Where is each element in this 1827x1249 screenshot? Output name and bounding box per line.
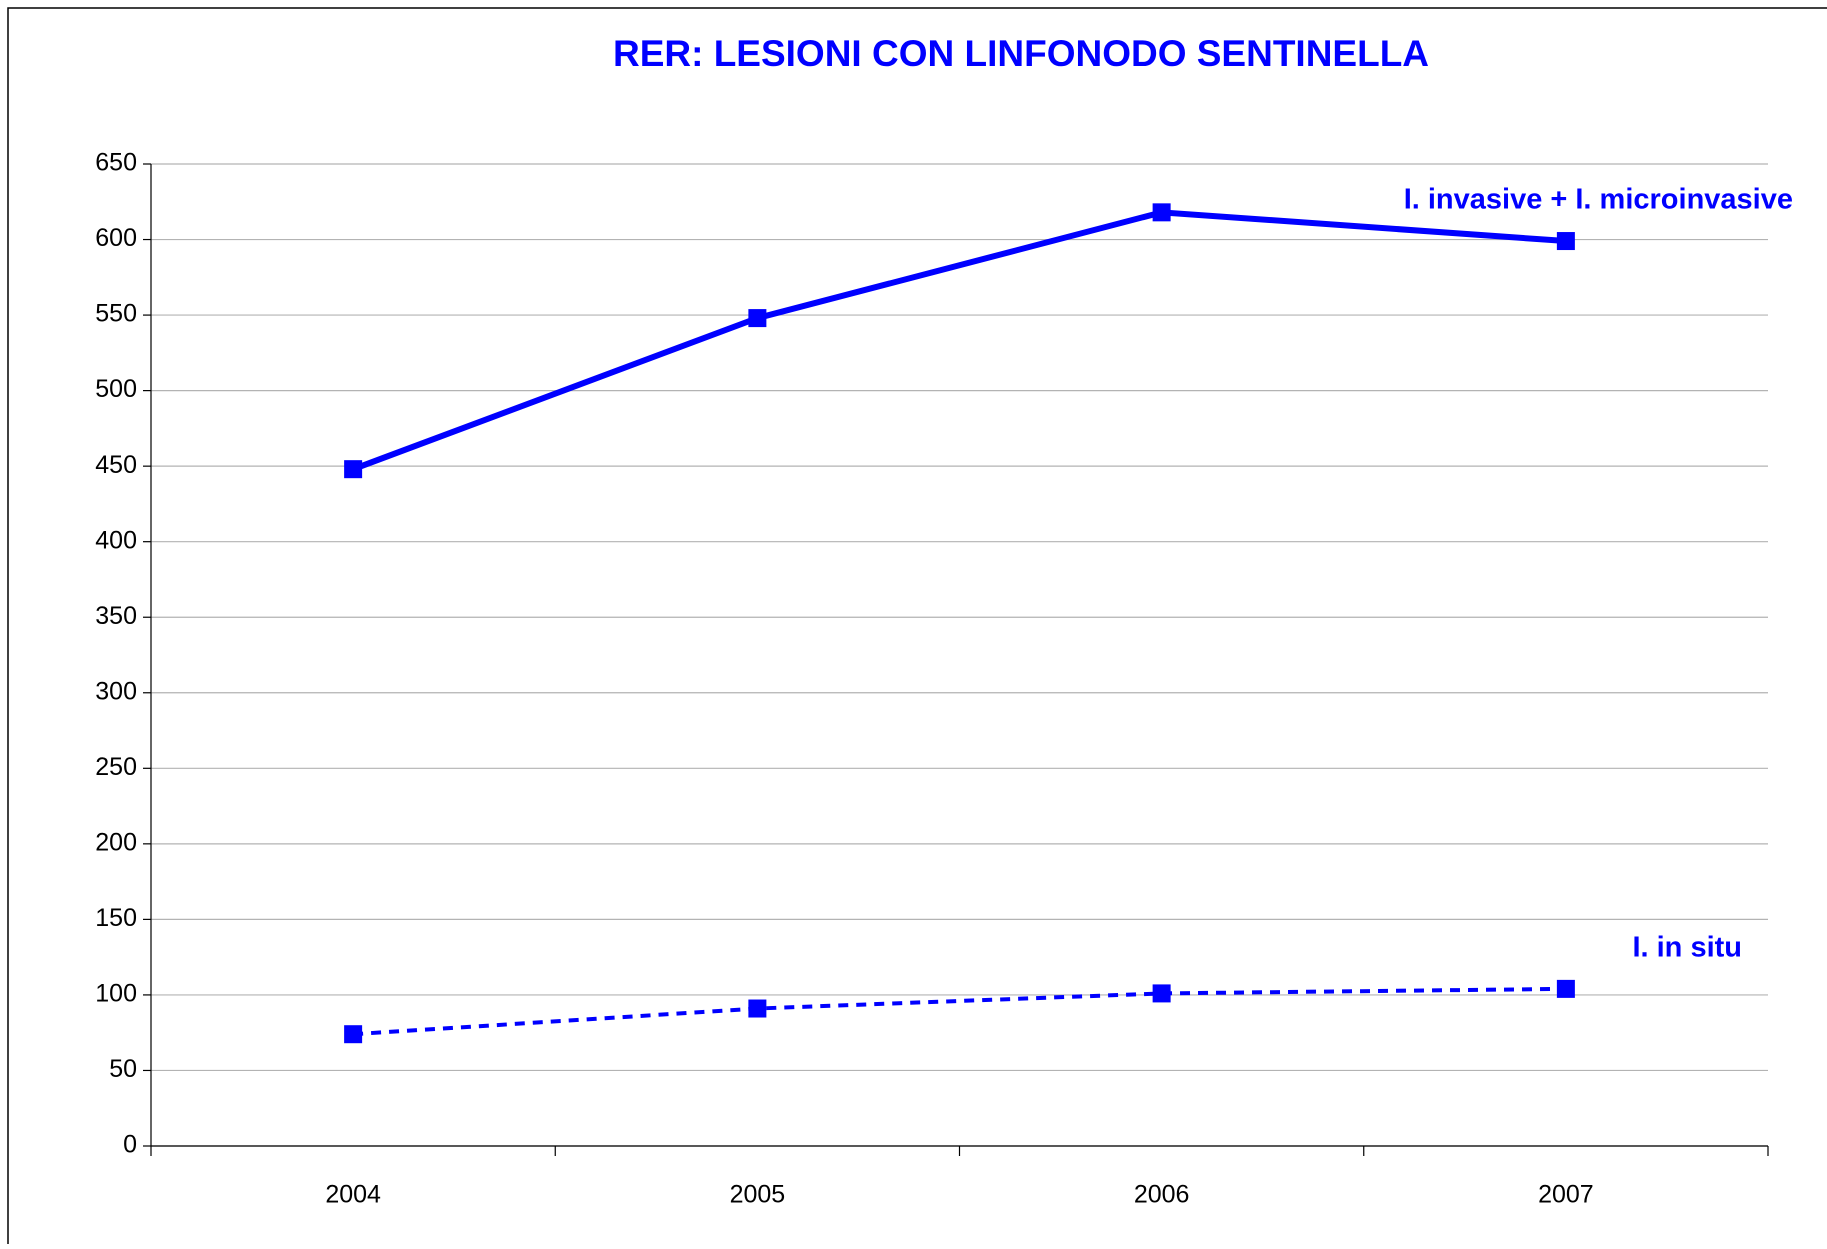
chart-frame [7,7,1827,1249]
series-marker [748,309,767,328]
series-marker [344,460,363,479]
series-label: I. in situ [1632,932,1742,964]
y-tick-label: 350 [95,602,137,630]
y-tick-label: 400 [95,526,137,554]
series-marker [748,999,767,1018]
series-marker [1556,979,1575,998]
y-tick-label: 600 [95,224,137,252]
x-tick-label: 2005 [730,1181,786,1209]
y-tick-label: 100 [95,980,137,1008]
y-tick-label: 650 [95,149,137,177]
series-line [352,986,1566,1037]
chart-title: RER: LESIONI CON LINFONODO SENTINELLA [613,33,1429,74]
series-marker [1556,232,1575,251]
y-tick-label: 150 [95,904,137,932]
y-tick-label: 450 [95,451,137,479]
y-tick-label: 500 [95,375,137,403]
y-tick-label: 200 [95,828,137,856]
x-tick-label: 2006 [1134,1181,1190,1209]
y-tick-label: 250 [95,753,137,781]
y-tick-label: 50 [109,1055,137,1083]
x-tick-label: 2004 [325,1181,381,1209]
series-marker [1152,984,1171,1003]
series-marker [1152,203,1171,222]
y-tick-label: 300 [95,677,137,705]
series-line [352,209,1567,472]
series-marker [344,1025,363,1044]
series-label: I. invasive + I. microinvasive [1404,184,1793,216]
y-tick-label: 0 [123,1131,137,1159]
x-tick-label: 2007 [1538,1181,1594,1209]
y-tick-label: 550 [95,300,137,328]
